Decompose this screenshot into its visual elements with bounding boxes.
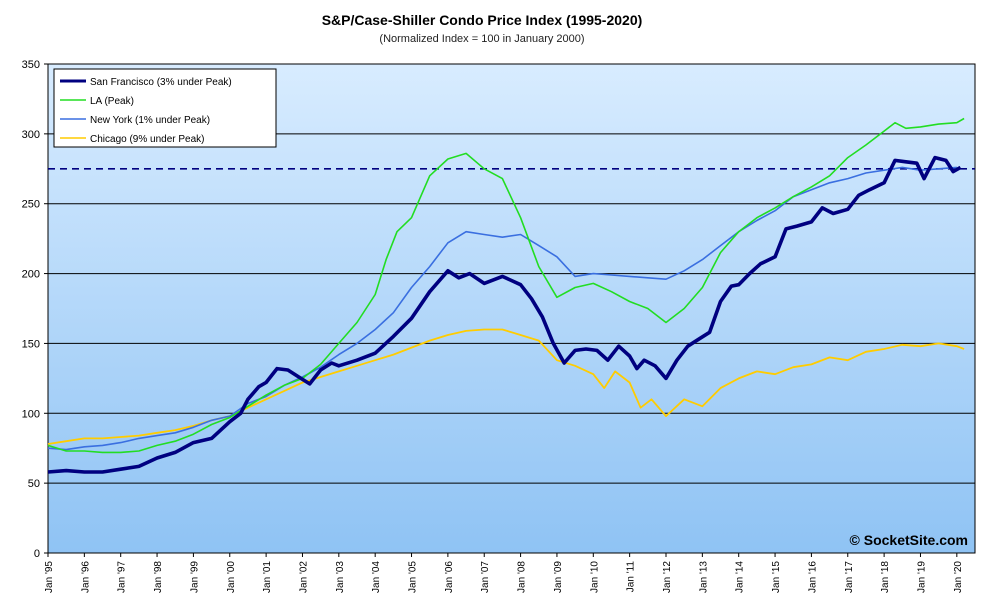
watermark: © SocketSite.com: [850, 532, 968, 548]
x-tick-label: Jan '96: [80, 561, 91, 593]
y-tick-label: 50: [28, 478, 40, 490]
y-tick-label: 100: [22, 408, 40, 420]
x-tick-label: Jan '20: [953, 561, 964, 593]
y-axis-ticks: 0 50 100 150 200 250 300 350: [22, 59, 48, 560]
x-tick-label: Jan '01: [262, 561, 273, 593]
series-lines: [47, 117, 965, 474]
x-tick-label: Jan '16: [807, 561, 818, 593]
series-line-1: [47, 117, 965, 454]
x-tick-label: Jan '15: [771, 561, 782, 593]
x-tick-label: Jan '98: [153, 561, 164, 593]
legend-label: New York (1% under Peak): [90, 115, 210, 126]
x-tick-label: Jan '05: [408, 561, 419, 593]
x-tick-label: Jan '06: [444, 561, 455, 593]
chart-title: S&P/Case-Shiller Condo Price Index (1995…: [322, 12, 643, 28]
legend-label: LA (Peak): [90, 96, 134, 107]
x-tick-label: Jan '95: [44, 561, 55, 593]
x-tick-label: Jan '04: [371, 561, 382, 593]
y-tick-label: 300: [22, 129, 40, 141]
x-tick-label: Jan '07: [480, 561, 491, 593]
x-tick-label: Jan '10: [589, 561, 600, 593]
y-tick-label: 200: [22, 269, 40, 281]
x-tick-label: Jan '13: [698, 561, 709, 593]
series-line-2: [47, 166, 957, 451]
x-tick-label: Jan '97: [117, 561, 128, 593]
x-tick-label: Jan '08: [517, 561, 528, 593]
x-tick-label: Jan '02: [298, 561, 309, 593]
x-tick-label: Jan '03: [335, 561, 346, 593]
legend-label: San Francisco (3% under Peak): [90, 77, 232, 88]
x-axis-ticks: Jan '95 Jan '96 Jan '97 Jan '98 Jan '99 Jan '…: [44, 553, 964, 593]
y-tick-label: 0: [34, 548, 40, 560]
y-tick-label: 150: [22, 338, 40, 350]
x-tick-label: Jan '19: [916, 561, 927, 593]
series-line-0: [47, 155, 962, 474]
gridlines: [48, 133, 975, 484]
legend-box: [53, 68, 277, 148]
legend-label: Chicago (9% under Peak): [90, 134, 205, 145]
x-tick-label: Jan '99: [189, 561, 200, 593]
x-tick-label: Jan '12: [662, 561, 673, 593]
y-tick-label: 250: [22, 199, 40, 211]
y-tick-label: 350: [22, 59, 40, 71]
legend: San Francisco (3% under Peak) LA (Peak) Ne…: [53, 68, 277, 148]
x-tick-label: Jan '09: [553, 561, 564, 593]
x-tick-label: Jan '00: [226, 561, 237, 593]
x-tick-label: Jan '18: [880, 561, 891, 593]
x-tick-label: Jan '11: [626, 561, 637, 593]
x-tick-label: Jan '14: [735, 561, 746, 593]
chart-subtitle: (Normalized Index = 100 in January 2000): [379, 33, 584, 45]
x-tick-label: Jan '17: [844, 561, 855, 593]
